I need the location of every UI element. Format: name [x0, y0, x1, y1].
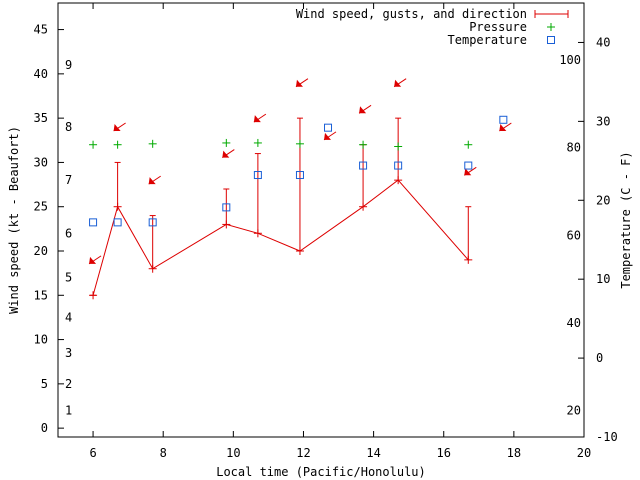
beaufort-label: 6 — [65, 226, 72, 240]
legend: Wind speed, gusts, and directionPressure… — [296, 7, 569, 47]
x-tick-label: 18 — [507, 446, 521, 460]
temp-f-tick-label: 20 — [567, 404, 581, 418]
x-tick-label: 8 — [160, 446, 167, 460]
y-axis-left: 0 5 10 15 20 25 30 35 40 45 — [34, 23, 64, 435]
temp-c-tick-label: -10 — [596, 430, 618, 444]
x-tick-label: 12 — [296, 446, 310, 460]
y-tick-label: 5 — [41, 377, 48, 391]
legend-temperature-swatch — [547, 36, 555, 44]
beaufort-label: 3 — [65, 346, 72, 360]
wind-direction-arrowhead — [113, 124, 121, 131]
beaufort-label: 8 — [65, 120, 72, 134]
wind-speed-line — [92, 179, 469, 296]
y-tick-label: 15 — [34, 288, 48, 302]
wind-direction-arrowhead — [89, 256, 97, 264]
beaufort-scale: 1 2 3 4 5 6 7 8 9 — [65, 58, 72, 417]
temp-f-tick-label: 80 — [567, 141, 581, 155]
plot-frame — [57, 2, 585, 438]
y-tick-label: 40 — [34, 67, 48, 81]
x-tick-label: 6 — [89, 446, 96, 460]
temperature-point — [295, 171, 304, 180]
wind-direction-arrowhead — [324, 132, 332, 140]
beaufort-label: 5 — [65, 271, 72, 285]
temp-f-tick-label: 40 — [567, 316, 581, 330]
beaufort-label: 4 — [65, 310, 72, 324]
temp-f-tick-label: 60 — [567, 228, 581, 242]
y-tick-label: 35 — [34, 111, 48, 125]
y-tick-label: 45 — [34, 23, 48, 37]
temp-c-tick-label: 10 — [596, 272, 610, 286]
series-layer — [88, 78, 512, 300]
x-tick-label: 10 — [226, 446, 240, 460]
y-tick-label: 10 — [34, 333, 48, 347]
y-tick-label: 25 — [34, 200, 48, 214]
temp-f-tick-label: 100 — [559, 53, 581, 67]
legend-label: Pressure — [469, 20, 527, 34]
beaufort-label: 7 — [65, 173, 72, 187]
temp-c-tick-label: 30 — [596, 114, 610, 128]
y-tick-label: 20 — [34, 244, 48, 258]
temperature-point — [113, 218, 122, 227]
y-axis-label-left: Wind speed (kt - Beaufort) — [7, 126, 21, 314]
temperature-point — [89, 218, 98, 227]
wind-direction-arrowhead — [359, 106, 367, 114]
x-axis-label: Local time (Pacific/Honolulu) — [216, 465, 426, 479]
temperature-point — [359, 161, 368, 170]
beaufort-label: 1 — [65, 403, 72, 417]
temperature-point — [464, 161, 473, 170]
beaufort-label: 9 — [65, 58, 72, 72]
x-tick-label: 16 — [437, 446, 451, 460]
temp-c-tick-label: 40 — [596, 35, 610, 49]
y-axis-right: -10 0 10 20 30 40 20 40 60 80 100 — [559, 35, 617, 444]
temperature-point — [499, 115, 508, 124]
temperature-point — [324, 123, 333, 132]
wind-direction-arrowhead — [464, 168, 472, 176]
temperature-point — [222, 203, 231, 212]
x-tick-label: 14 — [366, 446, 380, 460]
y-tick-label: 0 — [41, 421, 48, 435]
beaufort-label: 2 — [65, 377, 72, 391]
temperature-point — [394, 161, 403, 170]
temperature-point — [148, 218, 157, 227]
y-axis-label-right: Temperature (C - F) — [619, 151, 633, 288]
temperature-point — [253, 171, 262, 180]
temp-c-tick-label: 0 — [596, 351, 603, 365]
wind-direction-arrowhead — [499, 124, 507, 131]
x-tick-label: 20 — [577, 446, 591, 460]
temp-c-tick-label: 20 — [596, 193, 610, 207]
wind-direction-arrowhead — [253, 115, 261, 123]
x-axis: 6 8 10 12 14 16 18 20 — [89, 3, 591, 460]
wind-direction-arrowhead — [295, 79, 303, 87]
legend-label: Wind speed, gusts, and direction — [296, 7, 527, 21]
legend-label: Temperature — [448, 33, 527, 47]
wind-direction-arrowhead — [222, 150, 230, 158]
y-tick-label: 30 — [34, 155, 48, 169]
wind-direction-arrowhead — [394, 79, 402, 87]
wind-direction-arrowhead — [148, 177, 156, 185]
